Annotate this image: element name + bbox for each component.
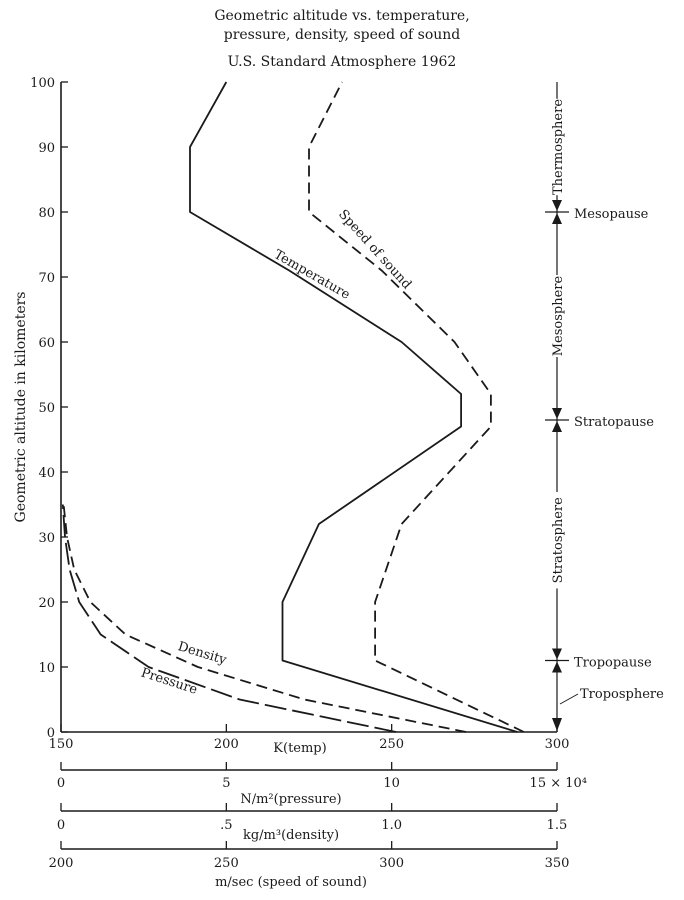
y-tick-label: 90: [38, 141, 55, 156]
y-tick-label: 100: [30, 76, 55, 91]
x-tick-label: .5: [220, 818, 232, 833]
series-line: [189, 81, 518, 733]
x-tick-label: 200: [49, 856, 74, 871]
layer-label: Stratosphere: [551, 497, 566, 583]
x-tick-label: 300: [379, 856, 404, 871]
y-tick-label: 20: [38, 596, 55, 611]
boundary-arrow-down: [552, 408, 562, 419]
x-tick-label: 0: [57, 776, 65, 791]
x-tick-label: 1.0: [381, 818, 402, 833]
boundary-label: Tropopause: [574, 656, 652, 671]
x-tick-label: 0: [57, 818, 65, 833]
x-tick-label: 250: [379, 737, 404, 752]
layer-label-bg: [549, 275, 565, 357]
x-tick-label: 1.5: [547, 818, 568, 833]
boundary-label: Mesopause: [574, 207, 649, 222]
boundary-arrow-up: [552, 661, 562, 673]
y-tick-label: 40: [38, 466, 55, 481]
series-label: Density: [176, 639, 229, 668]
layer-leader: [559, 693, 579, 705]
x-axis-label: K(temp): [273, 741, 326, 756]
x-axis-label: N/m²(pressure): [240, 792, 341, 807]
x-axis-label: kg/m³(density): [243, 828, 339, 843]
x-tick-label: 10: [383, 776, 400, 791]
boundary-arrow-up: [552, 213, 562, 224]
y-tick-label: 0: [47, 726, 55, 741]
x-tick-label: 250: [214, 856, 239, 871]
y-tick-label: 10: [38, 661, 55, 676]
y-tick-label: 60: [38, 336, 55, 351]
y-tick-label: 50: [38, 401, 55, 416]
x-tick-label: 200: [214, 737, 239, 752]
layer-label-bg: [549, 492, 565, 589]
chart-title-line-2: pressure, density, speed of sound: [223, 27, 461, 43]
boundary-arrow-down: [552, 200, 562, 211]
x-tick-label: 350: [545, 856, 570, 871]
x-tick-label: 15 × 10⁴: [530, 776, 587, 791]
chart-title-line-1: Geometric altitude vs. temperature,: [214, 8, 470, 24]
boundary-label: Stratopause: [574, 415, 654, 430]
ground-arrow: [552, 718, 562, 731]
series-label: Temperature: [271, 247, 353, 303]
series-line: [62, 504, 467, 733]
x-axis-label: m/sec (speed of sound): [215, 875, 367, 890]
series-line: [308, 81, 525, 733]
x-tick-label: 150: [49, 737, 74, 752]
y-tick-label: 70: [38, 271, 55, 286]
series-line: [61, 504, 397, 733]
series-label: Speed of sound: [335, 207, 414, 292]
y-tick-label: 80: [38, 206, 55, 221]
layer-label-bg: [549, 98, 565, 196]
boundary-arrow-up: [552, 421, 562, 432]
layer-label: Thermosphere: [551, 99, 566, 195]
layer-label: Troposphere: [580, 687, 664, 702]
chart-subtitle: U.S. Standard Atmosphere 1962: [227, 54, 457, 70]
boundary-arrow-down: [552, 648, 562, 660]
x-tick-label: 5: [222, 776, 230, 791]
x-tick-label: 300: [545, 737, 570, 752]
series-label: Pressure: [139, 666, 199, 698]
layer-label: Mesosphere: [551, 275, 566, 356]
y-axis-label: Geometric altitude in kilometers: [13, 292, 29, 523]
y-tick-label: 30: [38, 531, 55, 546]
